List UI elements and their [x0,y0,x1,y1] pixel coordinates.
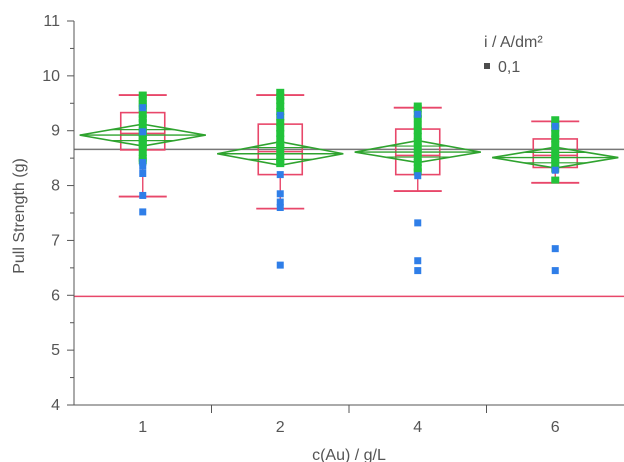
data-point [551,146,560,154]
outlier-point [276,204,284,212]
y-tick-label: 8 [51,178,60,195]
x-tick-label: 4 [413,419,422,436]
data-point [276,102,285,110]
outlier-point [276,261,284,269]
data-point [413,138,422,146]
outlier-point [414,267,422,275]
data-point [138,149,147,157]
box-group-1 [79,91,206,216]
y-tick-label: 11 [43,13,60,30]
data-point [551,176,560,184]
data-point [276,97,285,105]
data-point [276,93,285,101]
x-tick-label: 1 [138,419,147,436]
data-point [276,88,285,96]
y-tick-label: 7 [51,232,60,249]
outlier-point [276,111,284,119]
data-point [138,115,147,123]
data-point [276,108,285,116]
outlier-point [139,128,147,136]
data-point [276,118,285,126]
y-tick-label: 6 [51,287,60,304]
outlier-point [276,171,284,179]
data-point [276,149,285,157]
outlier-point [551,267,559,275]
legend: i / A/dm² 0,1 [484,34,543,76]
box-group-4 [354,102,481,275]
box-group-6 [492,116,619,275]
x-tick-label: 6 [551,419,560,436]
y-tick-label: 4 [51,397,60,414]
data-point [413,121,422,129]
outlier-point [139,170,147,178]
data-point [551,140,560,148]
outlier-point [276,198,284,206]
x-tick-label: 2 [276,419,285,436]
data-point [413,159,422,167]
data-point [413,127,422,135]
data-point [413,143,422,151]
legend-marker [484,63,490,69]
data-point [276,129,285,137]
outlier-point [139,162,147,170]
data-point [413,149,422,157]
data-point [413,132,422,140]
x-axis-title: c(Au) / g/L [312,447,386,462]
data-point [413,115,422,123]
outlier-point [551,245,559,253]
data-point [413,105,422,113]
outlier-point [139,159,147,167]
data-point [413,168,422,176]
y-tick-label: 9 [51,123,60,140]
data-point [138,143,147,151]
data-point [413,164,422,172]
y-tick-label: 5 [51,342,60,359]
data-point [138,91,147,99]
data-point [413,154,422,162]
data-point [276,135,285,143]
reference-lines-layer [74,148,624,298]
outlier-point [139,104,147,112]
data-point [551,116,560,124]
outlier-point [276,190,284,198]
data-point [276,143,285,151]
outlier-point [414,219,422,227]
data-point [138,110,147,118]
data-point [551,160,560,168]
data-point [138,95,147,103]
data-point [551,129,560,137]
box-groups-layer [79,88,619,275]
data-point [551,151,560,159]
data-point [276,160,285,168]
legend-entry-label: 0,1 [498,59,520,76]
data-point [551,135,560,143]
outlier-point [551,122,559,130]
outlier-point [551,166,559,174]
y-axis-title: Pull Strength (g) [11,158,28,274]
y-tick-label: 10 [42,68,60,85]
outlier-point [139,208,147,216]
data-point [551,155,560,163]
outlier-point [414,172,422,180]
data-point [276,124,285,132]
outlier-point [414,257,422,265]
outlier-point [414,110,422,118]
outlier-point [139,191,147,199]
data-point [138,118,147,126]
legend-title: i / A/dm² [484,34,543,51]
box-group-2 [217,88,344,269]
